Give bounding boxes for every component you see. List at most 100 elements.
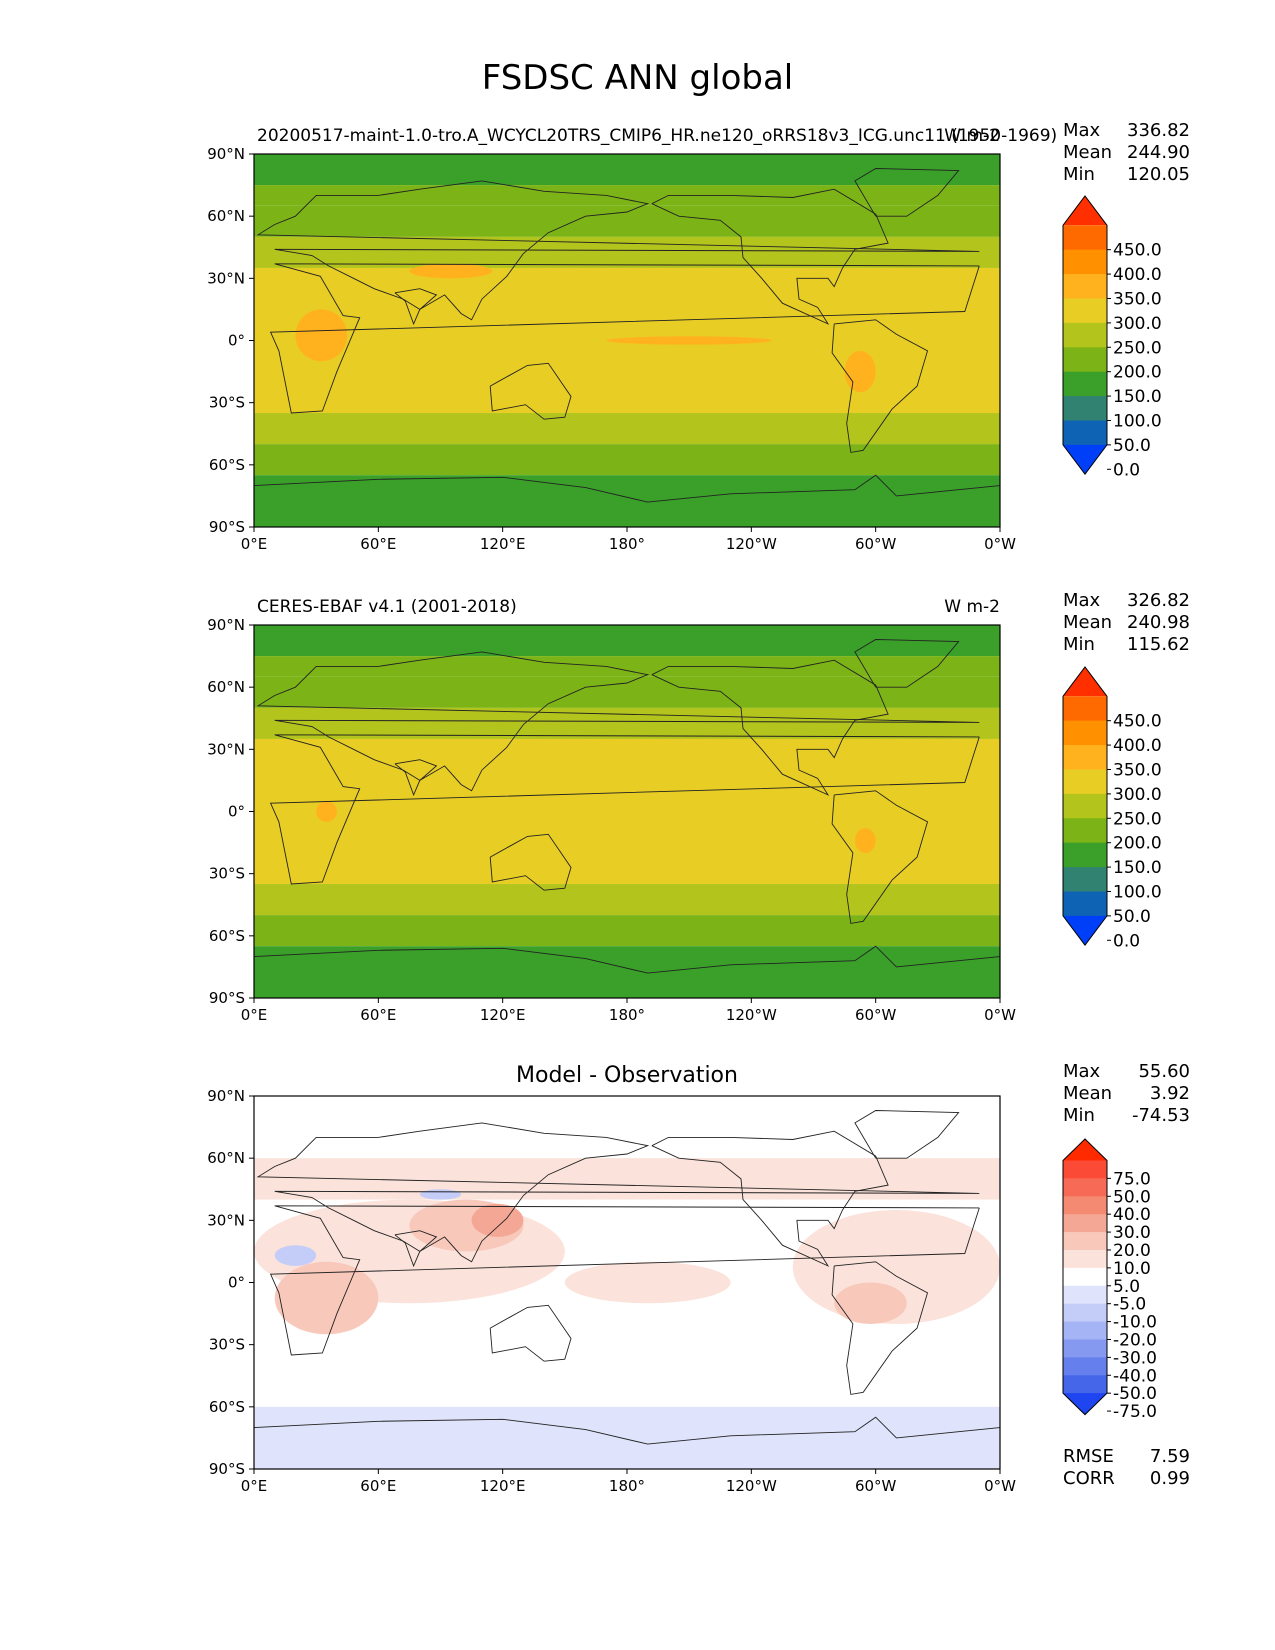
difference-region: [419, 1189, 462, 1200]
y-tick-label: 60°N: [207, 678, 245, 696]
colorbar-segment: [1063, 696, 1107, 722]
colorbar-tick-label: 200.0: [1113, 363, 1162, 383]
colorbar-segment: [1063, 1160, 1107, 1179]
colorbar-extend-max: [1063, 196, 1107, 226]
figure-title: FSDSC ANN global: [481, 58, 794, 98]
field-anomaly: [844, 350, 876, 393]
antarctica-outline: [254, 474, 1000, 503]
panel-observation: CERES-EBAF v4.1 (2001-2018) W m-2 0°E 60°…: [207, 590, 1190, 1024]
south-america-outline: [831, 319, 929, 453]
africa-outline: [269, 263, 980, 414]
colorbar-segment: [1063, 1303, 1107, 1323]
x-tick-label: 180°: [609, 1006, 645, 1024]
y-tick-label: 30°S: [209, 1336, 245, 1354]
x-tick-label: 120°E: [480, 535, 526, 553]
colorbar-extend-max: [1063, 667, 1107, 697]
eurasia-outline: [256, 180, 980, 321]
colorbar-tick-label: -30.0: [1113, 1348, 1157, 1368]
corr-label: CORR: [1063, 1468, 1115, 1489]
colorbar-segment: [1063, 818, 1107, 844]
colorbar-segment: [1063, 1267, 1107, 1287]
x-tick-label: 180°: [609, 1477, 645, 1495]
stats-block: Max 336.82 Mean 244.90 Min 120.05: [1063, 120, 1190, 185]
colorbar-tick-label: 50.0: [1113, 907, 1151, 927]
y-tick-label: 60°S: [209, 927, 245, 945]
panel-model: 20200517-maint-1.0-tro.A_WCYCL20TRS_CMIP…: [207, 120, 1190, 553]
y-tick-label: 60°S: [209, 456, 245, 474]
colorbar-tick-label: -75.0: [1113, 1402, 1157, 1422]
antarctica-outline: [254, 1416, 1000, 1445]
y-tick-label: 90°S: [209, 518, 245, 536]
y-tick-label: 30°N: [207, 740, 245, 758]
colorbar-segment: [1063, 1214, 1107, 1233]
stat-min-value: 115.62: [1127, 634, 1190, 655]
stat-mean-value: 244.90: [1127, 142, 1190, 163]
x-tick-label: 60°E: [360, 1006, 396, 1024]
australia-outline: [489, 833, 572, 891]
colorbar-segment: [1063, 371, 1107, 397]
y-ticks: 90°N 60°N 30°N 0° 30°S 60°S 90°S: [207, 1087, 254, 1478]
x-tick-label: 120°E: [480, 1006, 526, 1024]
x-tick-label: 0°E: [241, 535, 268, 553]
zonal-band: [254, 413, 1000, 445]
zonal-band: [254, 444, 1000, 476]
north-america-outline: [651, 1130, 889, 1267]
coastlines: [254, 1110, 1000, 1445]
colorbar-tick-label: -20.0: [1113, 1330, 1157, 1350]
field-anomaly: [854, 828, 876, 853]
colorbar-tick-label: 5.0: [1113, 1277, 1140, 1297]
colorbar-tick-label: 100.0: [1113, 882, 1162, 902]
colorbar-segment: [1063, 793, 1107, 819]
colorbar-segment: [1063, 720, 1107, 746]
y-tick-label: 30°S: [209, 865, 245, 883]
colorbar-segment: [1063, 745, 1107, 770]
zonal-band: [254, 475, 1000, 527]
x-tick-label: 60°E: [360, 1477, 396, 1495]
zonal-band: [254, 625, 1000, 657]
colorbar-tick-label: 250.0: [1113, 809, 1162, 829]
colorbar-segment: [1063, 1178, 1107, 1197]
difference-region: [274, 1245, 317, 1266]
colorbar-segment: [1063, 1357, 1107, 1376]
zonal-band: [254, 738, 1000, 885]
stat-max-value: 55.60: [1138, 1061, 1190, 1082]
x-tick-label: 120°W: [726, 535, 777, 553]
colorbar-segment: [1063, 867, 1107, 892]
greenland-outline: [854, 639, 960, 688]
x-tick-label: 60°W: [855, 1477, 897, 1495]
colorbar-segment: [1063, 396, 1107, 421]
x-tick-label: 0°W: [984, 535, 1016, 553]
africa-outline: [269, 1205, 980, 1356]
colorbar-tick-label: 40.0: [1113, 1205, 1151, 1225]
colorbar-tick-label: -10.0: [1113, 1313, 1157, 1333]
colorbar-tick-label: 300.0: [1113, 314, 1162, 334]
colorbar-tick-label: 100.0: [1113, 411, 1162, 431]
field-anomaly: [316, 801, 337, 822]
field-anomaly: [295, 309, 348, 362]
colorbar-tick-label: 20.0: [1113, 1241, 1151, 1261]
panel-model-right-title: W m-2: [944, 126, 1000, 146]
map-field: [254, 1096, 1000, 1469]
x-tick-label: 0°E: [241, 1006, 268, 1024]
north-america-outline: [651, 659, 889, 796]
colorbar-tick-label: 450.0: [1113, 241, 1162, 261]
colorbar-extend-max: [1063, 1139, 1107, 1161]
panel-difference: Model - Observation 0°E 60°E 120°E 180° 120°…: [207, 1061, 1190, 1495]
x-tick-label: 0°E: [241, 1477, 268, 1495]
y-ticks: 90°N 60°N 30°N 0° 30°S 60°S 90°S: [207, 616, 254, 1007]
corr-value: 0.99: [1150, 1468, 1190, 1489]
x-tick-label: 60°W: [855, 1006, 897, 1024]
colorbar-segment: [1063, 1196, 1107, 1215]
stat-mean-label: Mean: [1063, 612, 1112, 633]
x-ticks: 0°E 60°E 120°E 180° 120°W 60°W 0°W: [241, 527, 1016, 553]
colorbar-extend-min: [1063, 444, 1107, 475]
y-tick-label: 90°S: [209, 1460, 245, 1478]
y-tick-label: 90°N: [207, 1087, 245, 1105]
greenland-outline: [854, 168, 960, 217]
colorbar-segment: [1063, 274, 1107, 299]
y-tick-label: 60°N: [207, 1149, 245, 1167]
india-outline: [394, 1230, 438, 1268]
x-tick-label: 0°W: [984, 1006, 1016, 1024]
south-america-outline: [831, 1261, 929, 1395]
stat-min-label: Min: [1063, 164, 1095, 185]
